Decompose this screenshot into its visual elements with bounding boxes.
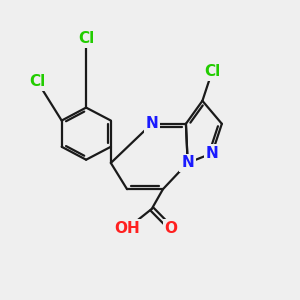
Text: N: N: [146, 116, 158, 131]
Text: Cl: Cl: [29, 74, 45, 89]
Text: N: N: [206, 146, 218, 161]
Text: OH: OH: [114, 221, 140, 236]
Text: O: O: [165, 221, 178, 236]
Text: Cl: Cl: [78, 31, 94, 46]
Text: N: N: [181, 155, 194, 170]
Text: Cl: Cl: [204, 64, 220, 79]
